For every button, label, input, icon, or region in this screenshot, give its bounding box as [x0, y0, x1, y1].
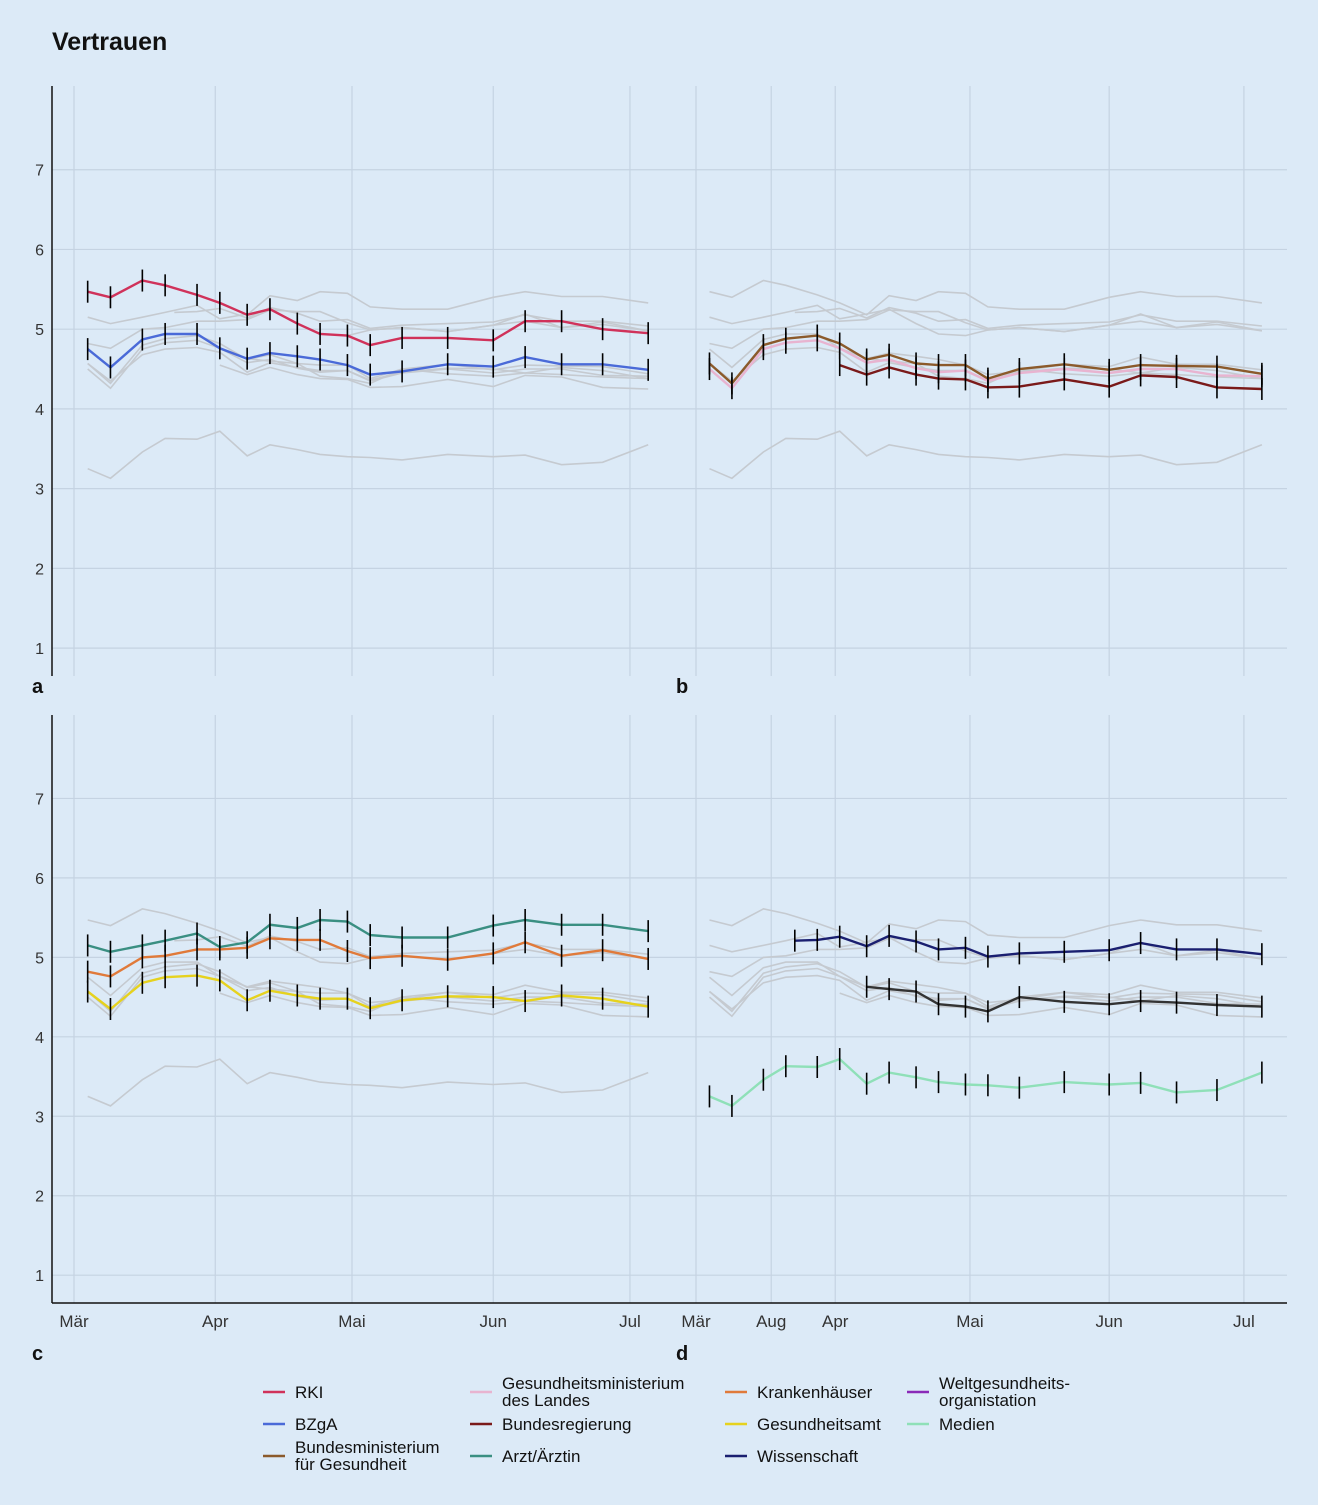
- x-tick-label: Mär: [681, 1312, 711, 1331]
- y-tick-label: 4: [35, 402, 44, 419]
- x-tick-label: Jul: [619, 1312, 641, 1331]
- x-tick-label: Jun: [1095, 1312, 1122, 1331]
- context-line: [709, 908, 1263, 944]
- series-weltgesundheits-organistation: [865, 975, 1263, 1023]
- legend-item: Weltgesundheits-organistation: [907, 1374, 1070, 1410]
- y-tick-label: 1: [35, 641, 44, 658]
- context-lines: [708, 908, 1263, 1107]
- legend-label: Weltgesundheits-: [939, 1374, 1070, 1393]
- legend-item: Medien: [907, 1415, 995, 1434]
- series-line: [794, 934, 1263, 958]
- y-tick-label: 4: [35, 1030, 44, 1047]
- series-bzga: [86, 322, 649, 386]
- context-line: [87, 279, 649, 316]
- y-tick-label: 5: [35, 950, 44, 967]
- legend-label: BZgA: [295, 1415, 338, 1434]
- context-line: [219, 364, 649, 390]
- context-line: [87, 333, 649, 376]
- context-lines: [87, 279, 649, 480]
- series-line: [86, 332, 649, 376]
- context-line: [174, 306, 649, 330]
- context-line: [839, 992, 1262, 1018]
- legend-label: Gesundheitsministerium: [502, 1374, 684, 1393]
- context-line: [709, 279, 1263, 316]
- series-bundesministerium-für-gesundheit: [708, 324, 1263, 395]
- panel-c: 1 2 3 4 5 6 7 Mär Apr Mai Jun Jul Aug c: [32, 715, 786, 1365]
- legend-item: Krankenhäuser: [725, 1383, 873, 1402]
- legend-label: Medien: [939, 1415, 995, 1434]
- context-line: [708, 961, 1262, 1004]
- legend-item: BZgA: [263, 1415, 338, 1434]
- legend-item: Gesundheitsamt: [725, 1415, 881, 1434]
- series-bundesregierung: [838, 354, 1263, 400]
- panel-d: Mär Apr Mai Jun Jul Aug d: [674, 715, 1287, 1365]
- gridlines: [674, 86, 1287, 676]
- x-tick-label: Mär: [59, 1312, 89, 1331]
- x-tick-label: Apr: [202, 1312, 229, 1331]
- x-tick-label: Jun: [480, 1312, 507, 1331]
- legend-label: Arzt/Ärztin: [502, 1447, 580, 1466]
- legend-label: Bundesregierung: [502, 1415, 631, 1434]
- context-line: [87, 1058, 649, 1107]
- legend-label: für Gesundheit: [295, 1455, 407, 1474]
- x-tick-label: Mai: [338, 1312, 365, 1331]
- series-line: [87, 918, 649, 954]
- series-medien: [708, 1048, 1263, 1117]
- legend-label: Gesundheitsamt: [757, 1415, 881, 1434]
- panel-label: a: [32, 676, 44, 698]
- series-krankenhäuser: [86, 927, 649, 988]
- y-tick-label: 5: [35, 322, 44, 339]
- panel-a: 1 2 3 4 5 6 7 a: [32, 86, 772, 698]
- panel-label: b: [676, 676, 688, 698]
- series-wissenschaft: [794, 924, 1263, 968]
- context-line: [174, 935, 649, 958]
- legend-item: RKI: [263, 1383, 323, 1402]
- series-line: [839, 363, 1262, 391]
- panels: 1 2 3 4 5 6 7 a b 1 2 3 4 5 6 7 Mär Apr Mai Jun Jul Aug c Mär Ap…: [32, 86, 1287, 1365]
- y-tick-label: 7: [35, 791, 44, 808]
- series-rki: [86, 269, 649, 357]
- legend-label: Krankenhäuser: [757, 1383, 873, 1402]
- series-line: [709, 1057, 1263, 1108]
- series-line: [87, 279, 649, 347]
- legend-item: Wissenschaft: [725, 1447, 858, 1466]
- y-tick-label: 2: [35, 561, 44, 578]
- y-tick-label: 1: [35, 1268, 44, 1285]
- x-tick-label: Jul: [1233, 1312, 1255, 1331]
- legend-label: des Landes: [502, 1391, 590, 1410]
- legend-label: RKI: [295, 1383, 323, 1402]
- context-line: [794, 306, 1262, 330]
- x-tick-label: Apr: [822, 1312, 849, 1331]
- gridlines: [52, 86, 772, 676]
- context-line: [87, 430, 649, 480]
- gridlines: [52, 715, 772, 1303]
- context-line: [709, 309, 1263, 350]
- x-tick-label: Aug: [756, 1312, 786, 1331]
- panel-label: d: [676, 1343, 688, 1365]
- legend-label: Wissenschaft: [757, 1447, 858, 1466]
- context-line: [219, 992, 649, 1018]
- panel-label: c: [32, 1343, 43, 1365]
- legend-item: Arzt/Ärztin: [470, 1447, 580, 1466]
- legend-item: Bundesregierung: [470, 1415, 631, 1434]
- legend-label: Bundesministerium: [295, 1438, 440, 1457]
- y-tick-label: 6: [35, 242, 44, 259]
- series-gesundheitsamt: [86, 964, 649, 1020]
- y-tick-label: 3: [35, 482, 44, 499]
- context-line: [709, 430, 1263, 480]
- legend-label: organistation: [939, 1391, 1036, 1410]
- y-tick-label: 3: [35, 1109, 44, 1126]
- y-tick-label: 2: [35, 1189, 44, 1206]
- panel-b: b: [674, 86, 1287, 698]
- y-tick-label: 6: [35, 871, 44, 888]
- chart-title: Vertrauen: [52, 28, 167, 56]
- x-tick-label: Mai: [956, 1312, 983, 1331]
- y-tick-label: 7: [35, 163, 44, 180]
